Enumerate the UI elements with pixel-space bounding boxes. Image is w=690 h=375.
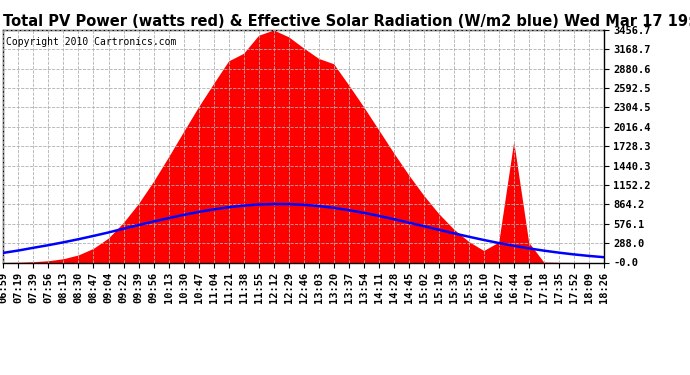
Text: Copyright 2010 Cartronics.com: Copyright 2010 Cartronics.com (6, 37, 177, 47)
Text: Total PV Power (watts red) & Effective Solar Radiation (W/m2 blue) Wed Mar 17 19: Total PV Power (watts red) & Effective S… (3, 14, 690, 29)
